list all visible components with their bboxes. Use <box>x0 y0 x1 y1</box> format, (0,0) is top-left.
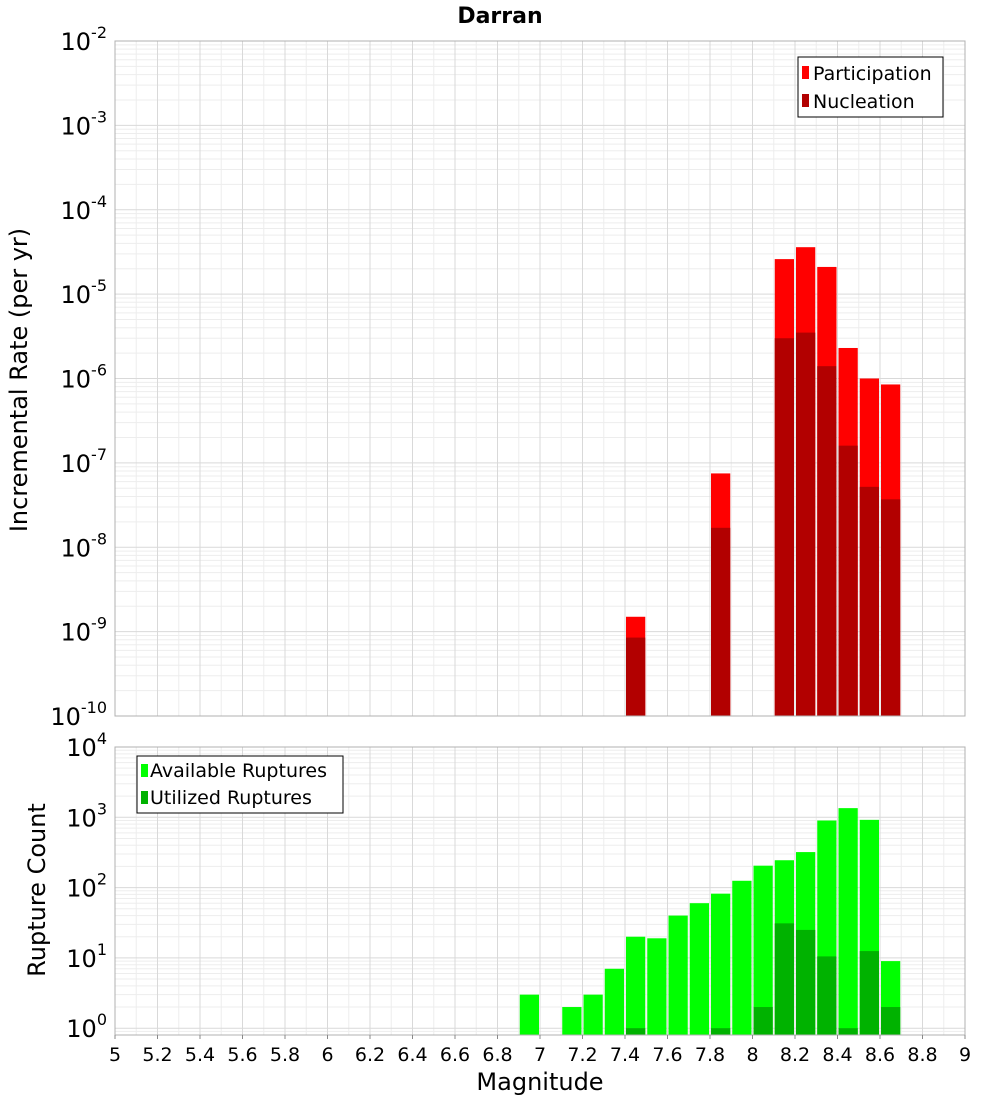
bar-available-ruptures <box>668 915 688 1035</box>
legend-label-nucleation: Nucleation <box>813 91 915 113</box>
bar-available-ruptures <box>626 936 646 1035</box>
x-tick-label: 5.6 <box>227 1044 257 1066</box>
participation-plot-panel: 10-10 10-9 10-8 10-7 10-6 10-5 10-4 10-3 10-2 <box>50 23 966 731</box>
x-tick-label: 8.8 <box>907 1044 937 1066</box>
legend-label-participation: Participation <box>813 63 932 85</box>
bar-utilized-ruptures <box>817 956 837 1035</box>
bar-utilized-ruptures <box>774 923 794 1035</box>
bottom-legend: Available Ruptures Utilized Ruptures <box>136 755 344 814</box>
x-tick-label: 7 <box>534 1044 546 1066</box>
x-tick-label: 5.4 <box>185 1044 215 1066</box>
x-tick-label: 5.8 <box>270 1044 300 1066</box>
y-tick-label: 10-2 <box>61 23 108 56</box>
x-tick-label: 6.4 <box>397 1044 427 1066</box>
bottom-y-axis-title: Rupture Count <box>23 803 51 977</box>
bar-available-ruptures <box>562 1007 582 1035</box>
y-tick-label: 10-9 <box>61 614 108 647</box>
bar-available-ruptures <box>519 994 539 1035</box>
rupture-count-plot-panel: 100 101 102 103 104 5 5.2 5.4 5.6 5.8 6 6.2 6.4 6.6 6.… <box>66 729 971 1066</box>
bar-available-ruptures <box>647 938 667 1035</box>
x-tick-label: 7.4 <box>610 1044 640 1066</box>
bar-available-ruptures <box>583 994 603 1035</box>
x-tick-label: 6.2 <box>355 1044 385 1066</box>
bar-available-ruptures <box>753 865 773 1035</box>
y-tick-label: 10-6 <box>61 361 108 394</box>
x-tick-label: 8.4 <box>822 1044 852 1066</box>
y-tick-label: 10-5 <box>61 276 108 309</box>
bar-nucleation <box>626 637 646 716</box>
x-tick-label: 7.2 <box>567 1044 597 1066</box>
bar-available-ruptures <box>711 893 731 1035</box>
bar-nucleation <box>711 527 731 716</box>
y-tick-label: 100 <box>66 1010 107 1043</box>
y-tick-label: 101 <box>66 940 107 973</box>
bar-nucleation <box>774 338 794 716</box>
bar-available-ruptures <box>604 968 624 1035</box>
x-tick-label: 9 <box>959 1044 971 1066</box>
bar-utilized-ruptures <box>881 1007 901 1035</box>
bar-utilized-ruptures <box>796 929 816 1035</box>
legend-swatch-available-ruptures <box>141 764 148 777</box>
top-legend: Participation Nucleation <box>797 56 944 118</box>
y-tick-label: 10-4 <box>61 192 108 225</box>
chart-title: Darran <box>457 4 542 29</box>
x-tick-label: 5 <box>109 1044 121 1066</box>
bar-nucleation <box>838 445 858 716</box>
bar-utilized-ruptures <box>838 1028 858 1035</box>
bottom-legend-box <box>136 755 344 814</box>
legend-swatch-participation <box>802 66 809 79</box>
y-tick-label: 104 <box>66 729 107 762</box>
bar-available-ruptures <box>732 880 752 1035</box>
x-tick-label: 8.2 <box>780 1044 810 1066</box>
legend-label-available-ruptures: Available Ruptures <box>150 760 327 782</box>
x-axis-title: Magnitude <box>476 1068 603 1096</box>
x-tick-label: 8 <box>746 1044 758 1066</box>
bar-utilized-ruptures <box>859 951 879 1035</box>
x-tick-label: 7.8 <box>695 1044 725 1066</box>
x-tick-label: 7.6 <box>652 1044 682 1066</box>
legend-swatch-utilized-ruptures <box>141 791 148 804</box>
bar-utilized-ruptures <box>626 1028 646 1035</box>
y-tick-label: 10-8 <box>61 529 108 562</box>
top-y-axis-title: Incremental Rate (per yr) <box>5 228 33 532</box>
y-tick-label: 10-10 <box>50 698 107 731</box>
bar-nucleation <box>881 499 901 716</box>
x-tick-label: 8.6 <box>865 1044 895 1066</box>
x-tick-label: 6.6 <box>440 1044 470 1066</box>
legend-swatch-nucleation <box>802 94 809 107</box>
x-tick-label: 6 <box>321 1044 333 1066</box>
bar-nucleation <box>817 366 837 716</box>
bar-utilized-ruptures <box>753 1007 773 1035</box>
y-tick-label: 102 <box>66 870 107 903</box>
bar-nucleation <box>859 486 879 716</box>
top-legend-box <box>797 56 944 118</box>
y-tick-label: 10-3 <box>61 107 108 140</box>
x-tick-label: 5.2 <box>142 1044 172 1066</box>
bar-utilized-ruptures <box>711 1028 731 1035</box>
y-tick-label: 10-7 <box>61 445 108 478</box>
x-tick-label: 6.8 <box>482 1044 512 1066</box>
bar-available-ruptures <box>689 903 709 1035</box>
bar-available-ruptures <box>838 808 858 1035</box>
bar-nucleation <box>796 332 816 716</box>
legend-label-utilized-ruptures: Utilized Ruptures <box>150 787 312 809</box>
y-tick-label: 103 <box>66 799 107 832</box>
plot-frame <box>114 40 966 717</box>
